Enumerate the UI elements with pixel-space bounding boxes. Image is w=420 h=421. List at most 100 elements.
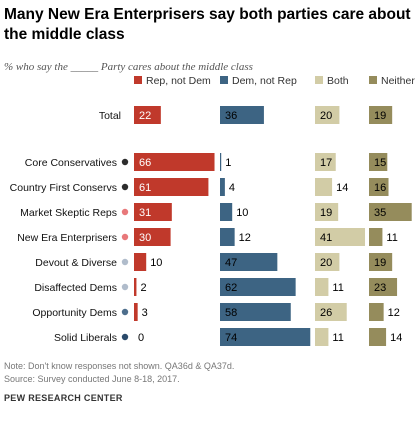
bar-dem-not-rep-disaffected-dems: [220, 278, 296, 296]
legend-label-both: Both: [327, 75, 349, 87]
bar-neither-core-conservatives: [369, 153, 388, 171]
legend-swatch-neither: [369, 76, 377, 84]
value-label-both-opportunity-dems: 26: [320, 307, 332, 319]
legend-swatch-rep-not-dem: [134, 76, 142, 84]
legend-swatch-dem-not-rep: [220, 76, 228, 84]
value-label-both-core-conservatives: 17: [320, 157, 332, 169]
bar-rep-not-dem-opportunity-dems: [134, 303, 138, 321]
bar-neither-solid-liberals: [369, 328, 387, 346]
category-label-opportunity-dems: Opportunity Dems: [32, 307, 117, 319]
category-dot-country-first-conservs: [121, 183, 129, 191]
bar-dem-not-rep-total: [220, 106, 264, 124]
category-label-total: Total: [99, 110, 121, 122]
category-label-solid-liberals: Solid Liberals: [54, 332, 117, 344]
value-label-dem-not-rep-country-first-conservs: 4: [229, 182, 235, 194]
bar-dem-not-rep-new-era-enterprisers: [220, 228, 235, 246]
category-dot-market-skeptic-reps: [121, 208, 129, 216]
value-label-neither-market-skeptic-reps: 35: [374, 207, 386, 219]
value-label-both-country-first-conservs: 14: [336, 182, 348, 194]
value-label-both-total: 20: [320, 110, 332, 122]
bar-dem-not-rep-opportunity-dems: [220, 303, 291, 321]
value-label-rep-not-dem-devout-diverse: 10: [150, 257, 162, 269]
bar-dem-not-rep-country-first-conservs: [220, 178, 225, 196]
value-label-neither-devout-diverse: 19: [374, 257, 386, 269]
category-dot-core-conservatives: [121, 158, 129, 166]
bar-rep-not-dem-total: [134, 106, 161, 124]
chart: Rep, not Dem Dem, not Rep Both Neither Total…: [10, 75, 415, 346]
bar-neither-total: [369, 106, 393, 124]
value-label-rep-not-dem-solid-liberals: 0: [138, 332, 144, 344]
value-label-neither-new-era-enterprisers: 11: [386, 232, 397, 244]
bar-both-disaffected-dems: [315, 278, 329, 296]
bar-neither-opportunity-dems: [369, 303, 384, 321]
bar-rep-not-dem-market-skeptic-reps: [134, 203, 172, 221]
value-label-rep-not-dem-core-conservatives: 66: [139, 157, 151, 169]
value-label-dem-not-rep-market-skeptic-reps: 10: [236, 207, 248, 219]
value-label-rep-not-dem-disaffected-dems: 2: [140, 282, 146, 294]
legend-label-neither: Neither: [381, 75, 415, 87]
bar-both-market-skeptic-reps: [315, 203, 339, 221]
category-dot-devout-diverse: [121, 258, 129, 266]
value-label-dem-not-rep-opportunity-dems: 58: [225, 307, 237, 319]
bar-neither-new-era-enterprisers: [369, 228, 383, 246]
category-label-new-era-enterprisers: New Era Enterprisers: [17, 232, 117, 244]
bar-both-core-conservatives: [315, 153, 336, 171]
category-label-devout-diverse: Devout & Diverse: [35, 257, 117, 269]
bar-both-new-era-enterprisers: [315, 228, 366, 246]
category-label-disaffected-dems: Disaffected Dems: [34, 282, 117, 294]
category-dot-solid-liberals: [121, 333, 129, 341]
bar-both-total: [315, 106, 340, 124]
value-label-both-new-era-enterprisers: 41: [320, 232, 332, 244]
bar-neither-disaffected-dems: [369, 278, 398, 296]
bar-neither-country-first-conservs: [369, 178, 389, 196]
value-label-rep-not-dem-opportunity-dems: 3: [142, 307, 148, 319]
value-label-dem-not-rep-new-era-enterprisers: 12: [239, 232, 251, 244]
bar-rep-not-dem-new-era-enterprisers: [134, 228, 171, 246]
value-label-both-market-skeptic-reps: 19: [320, 207, 332, 219]
bar-rep-not-dem-devout-diverse: [134, 253, 147, 271]
value-label-dem-not-rep-devout-diverse: 47: [225, 257, 237, 269]
category-dot-disaffected-dems: [121, 283, 129, 291]
value-label-dem-not-rep-core-conservatives: 1: [225, 157, 231, 169]
bar-dem-not-rep-devout-diverse: [220, 253, 278, 271]
category-dot-new-era-enterprisers: [121, 233, 129, 241]
chart-credit: PEW RESEARCH CENTER: [4, 393, 123, 403]
value-label-both-devout-diverse: 20: [320, 257, 332, 269]
chart-title: Many New Era Enterprisers say both parti…: [4, 6, 411, 43]
value-label-rep-not-dem-country-first-conservs: 61: [139, 182, 151, 194]
bar-dem-not-rep-solid-liberals: [220, 328, 311, 346]
legend-label-rep-not-dem: Rep, not Dem: [146, 75, 211, 87]
value-label-neither-disaffected-dems: 23: [374, 282, 386, 294]
chart-source: Source: Survey conducted June 8-18, 2017…: [4, 374, 180, 384]
value-label-both-solid-liberals: 11: [332, 332, 343, 344]
chart-note: Note: Don't know responses not shown. QA…: [4, 361, 235, 371]
bar-dem-not-rep-core-conservatives: [220, 153, 222, 171]
category-label-country-first-conservs: Country First Conservs: [10, 182, 117, 194]
bar-dem-not-rep-market-skeptic-reps: [220, 203, 233, 221]
category-dot-opportunity-dems: [121, 308, 129, 316]
value-label-rep-not-dem-total: 22: [139, 110, 151, 122]
bar-neither-devout-diverse: [369, 253, 393, 271]
value-label-neither-opportunity-dems: 12: [388, 307, 400, 319]
value-label-dem-not-rep-total: 36: [225, 110, 237, 122]
chart-subtitle: % who say the _____ Party cares about th…: [4, 61, 253, 73]
bar-both-devout-diverse: [315, 253, 340, 271]
value-label-dem-not-rep-solid-liberals: 74: [225, 332, 237, 344]
bar-rep-not-dem-disaffected-dems: [134, 278, 137, 296]
value-label-both-disaffected-dems: 11: [332, 282, 343, 294]
legend-label-dem-not-rep: Dem, not Rep: [232, 75, 297, 87]
value-label-dem-not-rep-disaffected-dems: 62: [225, 282, 237, 294]
bar-both-solid-liberals: [315, 328, 329, 346]
bar-neither-market-skeptic-reps: [369, 203, 412, 221]
legend-swatch-both: [315, 76, 323, 84]
value-label-rep-not-dem-new-era-enterprisers: 30: [139, 232, 151, 244]
value-label-neither-solid-liberals: 14: [390, 332, 402, 344]
value-label-neither-core-conservatives: 15: [374, 157, 386, 169]
bar-both-opportunity-dems: [315, 303, 347, 321]
value-label-neither-country-first-conservs: 16: [374, 182, 386, 194]
bar-both-country-first-conservs: [315, 178, 333, 196]
value-label-rep-not-dem-market-skeptic-reps: 31: [139, 207, 151, 219]
value-label-neither-total: 19: [374, 110, 386, 122]
category-label-market-skeptic-reps: Market Skeptic Reps: [20, 207, 117, 219]
bar-rep-not-dem-country-first-conservs: [134, 178, 209, 196]
